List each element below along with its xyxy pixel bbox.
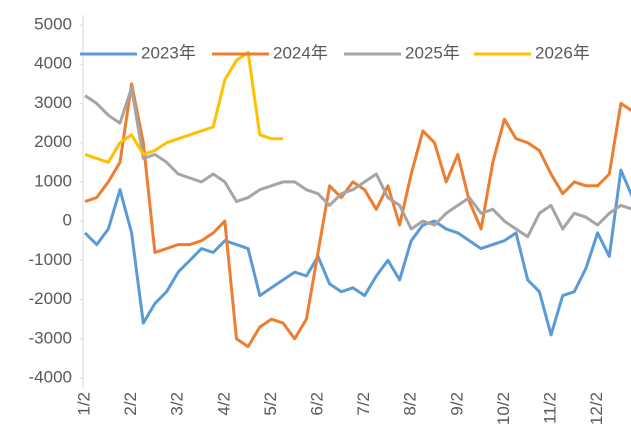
y-tick-label: 1000 — [34, 171, 72, 190]
x-tick-label: 6/2 — [307, 392, 326, 416]
y-tick-label: 4000 — [34, 54, 72, 73]
y-tick-label: -3000 — [29, 328, 72, 347]
y-tick-label: 2000 — [34, 132, 72, 151]
series-line — [84, 51, 284, 164]
x-tick-label: 4/2 — [214, 392, 233, 416]
legend-label: 2026年 — [535, 43, 590, 62]
y-tick-label: -1000 — [29, 250, 72, 269]
legend-label: 2024年 — [273, 43, 328, 62]
y-tick-label: 5000 — [34, 14, 72, 33]
x-tick-label: 7/2 — [354, 392, 373, 416]
x-tick-label: 10/2 — [494, 392, 513, 425]
x-tick-label: 5/2 — [261, 392, 280, 416]
series-line — [84, 82, 631, 349]
x-tick-label: 11/2 — [540, 392, 559, 424]
x-tick-label: 9/2 — [447, 392, 466, 416]
y-tick-label: -2000 — [29, 289, 72, 308]
x-tick-label: 1/2 — [74, 392, 93, 416]
y-tick-label: 0 — [63, 211, 72, 230]
x-tick-label: 2/2 — [121, 392, 140, 416]
x-tick-label: 8/2 — [401, 392, 420, 416]
x-tick-label: 12/2 — [587, 392, 606, 425]
y-tick-label: -4000 — [29, 367, 72, 386]
legend-label: 2025年 — [405, 43, 460, 62]
series-line — [83, 168, 631, 337]
series-line — [84, 86, 631, 239]
x-tick-label: 3/2 — [168, 392, 187, 416]
y-tick-label: 3000 — [34, 93, 72, 112]
legend-label: 2023年 — [141, 43, 196, 62]
